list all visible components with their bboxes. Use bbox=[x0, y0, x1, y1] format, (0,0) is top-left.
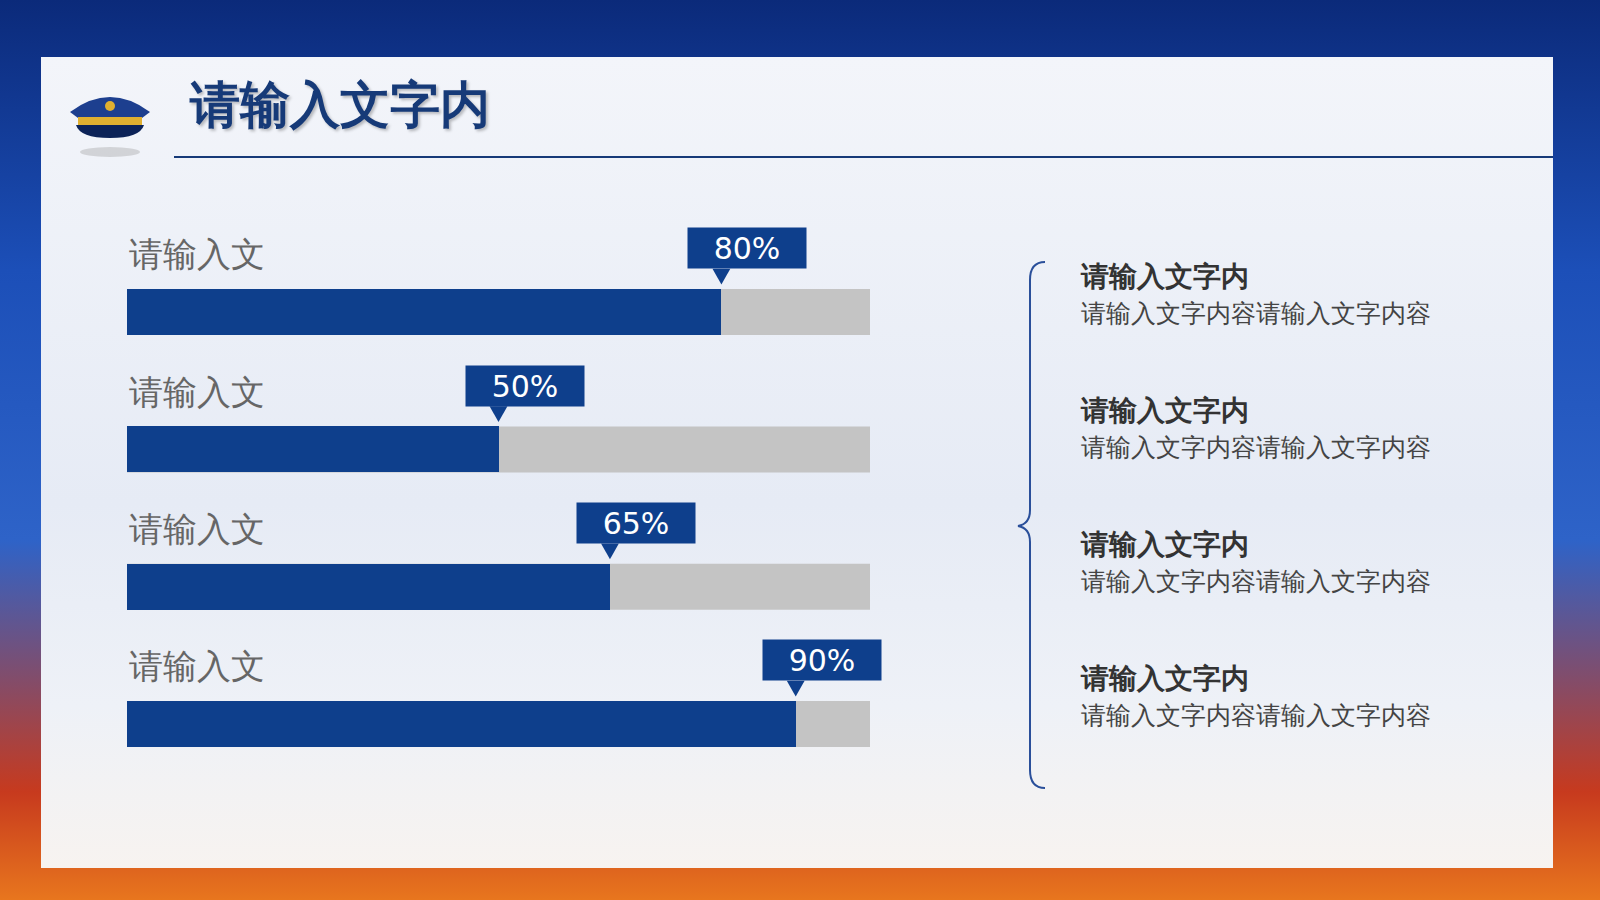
svg-text:50%: 50% bbox=[492, 369, 559, 403]
html-text:请输入文字内容请输入文字内容: 请输入文字内容请输入文字内容 bbox=[1081, 299, 1431, 328]
html-text:请输入文字内: 请输入文字内 bbox=[1081, 662, 1249, 695]
svg-text:90%: 90% bbox=[789, 643, 856, 677]
html-text:请输入文字内容请输入文字内容: 请输入文字内容请输入文字内容 bbox=[1081, 433, 1431, 462]
svg-text:65%: 65% bbox=[603, 506, 670, 540]
svg-text:80%: 80% bbox=[714, 231, 781, 265]
html-text:请输入文字内容请输入文字内容: 请输入文字内容请输入文字内容 bbox=[1081, 701, 1431, 730]
svg-text:请输入文: 请输入文 bbox=[129, 234, 265, 274]
html-text:请输入文字内: 请输入文字内 bbox=[1081, 394, 1249, 427]
svg-text:请输入文: 请输入文 bbox=[129, 372, 265, 412]
html-text:请输入文字内: 请输入文字内 bbox=[1081, 260, 1249, 293]
html-text:请输入文字内: 请输入文字内 bbox=[190, 76, 490, 134]
html-text:请输入文字内容请输入文字内容: 请输入文字内容请输入文字内容 bbox=[1081, 567, 1431, 596]
html-text:请输入文字内: 请输入文字内 bbox=[1081, 528, 1249, 561]
svg-text:请输入文: 请输入文 bbox=[129, 646, 265, 686]
svg-text:请输入文: 请输入文 bbox=[129, 509, 265, 549]
